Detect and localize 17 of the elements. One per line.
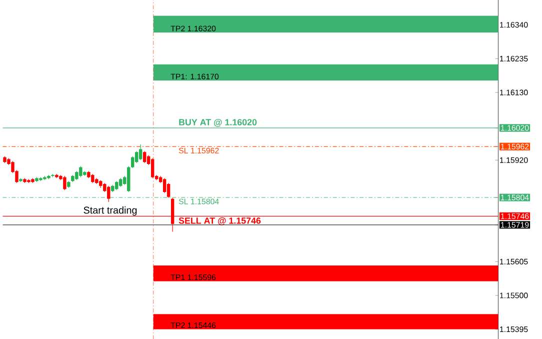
candlestick bbox=[151, 158, 154, 178]
candlestick bbox=[135, 150, 138, 164]
candlestick bbox=[143, 150, 146, 164]
candlestick bbox=[91, 174, 94, 184]
ref-line-label: SELL AT @ 1.15746 bbox=[178, 217, 261, 225]
candlestick bbox=[139, 144, 142, 160]
candlestick bbox=[75, 170, 78, 180]
candlestick bbox=[166, 182, 170, 198]
candlestick bbox=[131, 156, 134, 168]
annotation: Start trading bbox=[84, 206, 137, 216]
candlestick bbox=[115, 180, 118, 190]
candlestick bbox=[127, 166, 130, 192]
candlestick bbox=[162, 178, 166, 194]
candlestick bbox=[107, 185, 110, 202]
candlestick bbox=[79, 166, 82, 178]
ref-line-label: BUY AT @ 1.16020 bbox=[179, 118, 257, 127]
candlestick bbox=[63, 175, 66, 190]
